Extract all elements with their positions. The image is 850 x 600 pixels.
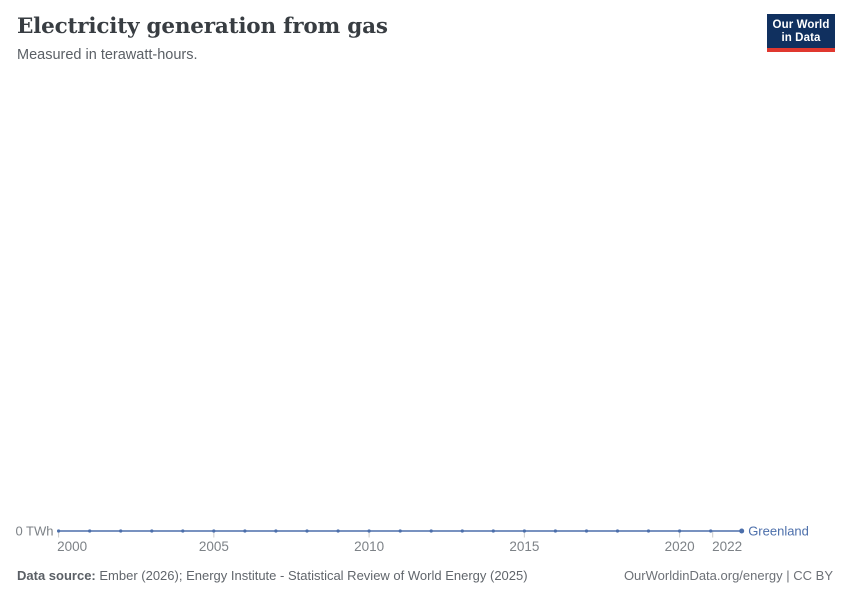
x-axis-label: 2005 [199, 539, 229, 554]
x-axis-label: 2010 [354, 539, 384, 554]
data-source: Data source: Ember (2026); Energy Instit… [17, 568, 528, 584]
header-text-block: Electricity generation from gas Measured… [17, 14, 388, 64]
data-point[interactable] [88, 529, 92, 533]
data-point[interactable] [305, 529, 309, 533]
data-point[interactable] [243, 529, 247, 533]
data-point[interactable] [678, 529, 682, 533]
logo-line2: in Data [781, 32, 821, 44]
chart-footer: Data source: Ember (2026); Energy Instit… [17, 568, 833, 584]
data-point[interactable] [553, 529, 558, 533]
x-axis-label: 2022 [712, 539, 742, 554]
data-point[interactable] [615, 529, 620, 533]
data-point[interactable] [336, 529, 340, 533]
y-axis-zero-label: 0 TWh [15, 524, 53, 539]
line-chart-canvas[interactable]: 2000 2005 2010 2015 2020 2022 0 TWh Greenland [0, 500, 850, 562]
chart-subtitle: Measured in terawatt-hours. [17, 46, 198, 63]
logo-line1: Our World [772, 19, 830, 31]
x-axis-label: 2015 [509, 539, 539, 554]
series-entity-label[interactable]: Greenland [748, 524, 809, 539]
x-axis-label: 2020 [665, 539, 695, 554]
data-point[interactable] [646, 529, 651, 533]
data-point[interactable] [460, 529, 464, 533]
data-point[interactable] [709, 529, 713, 533]
data-source-label: Data source: [17, 568, 96, 583]
data-point[interactable] [398, 529, 402, 533]
x-axis-label: 2000 [57, 539, 87, 554]
data-point[interactable] [181, 529, 185, 533]
data-point[interactable] [57, 529, 61, 533]
data-point[interactable] [739, 528, 745, 534]
chart-header: Electricity generation from gas Measured… [17, 14, 835, 64]
page-title: Electricity generation from gas [17, 14, 388, 39]
data-point[interactable] [212, 529, 216, 533]
data-point[interactable] [429, 529, 433, 533]
data-point[interactable] [119, 529, 123, 533]
data-point[interactable] [150, 529, 154, 533]
data-point[interactable] [584, 529, 589, 533]
data-point[interactable] [274, 529, 278, 533]
owid-url-license-link[interactable]: OurWorldinData.org/energy | CC BY [623, 568, 833, 583]
data-point[interactable] [491, 529, 495, 533]
data-point[interactable] [522, 529, 527, 533]
data-point[interactable] [367, 529, 371, 533]
data-source-text: Ember (2026); Energy Institute - Statist… [95, 568, 528, 583]
owid-logo[interactable]: Our World in Data [767, 14, 835, 52]
